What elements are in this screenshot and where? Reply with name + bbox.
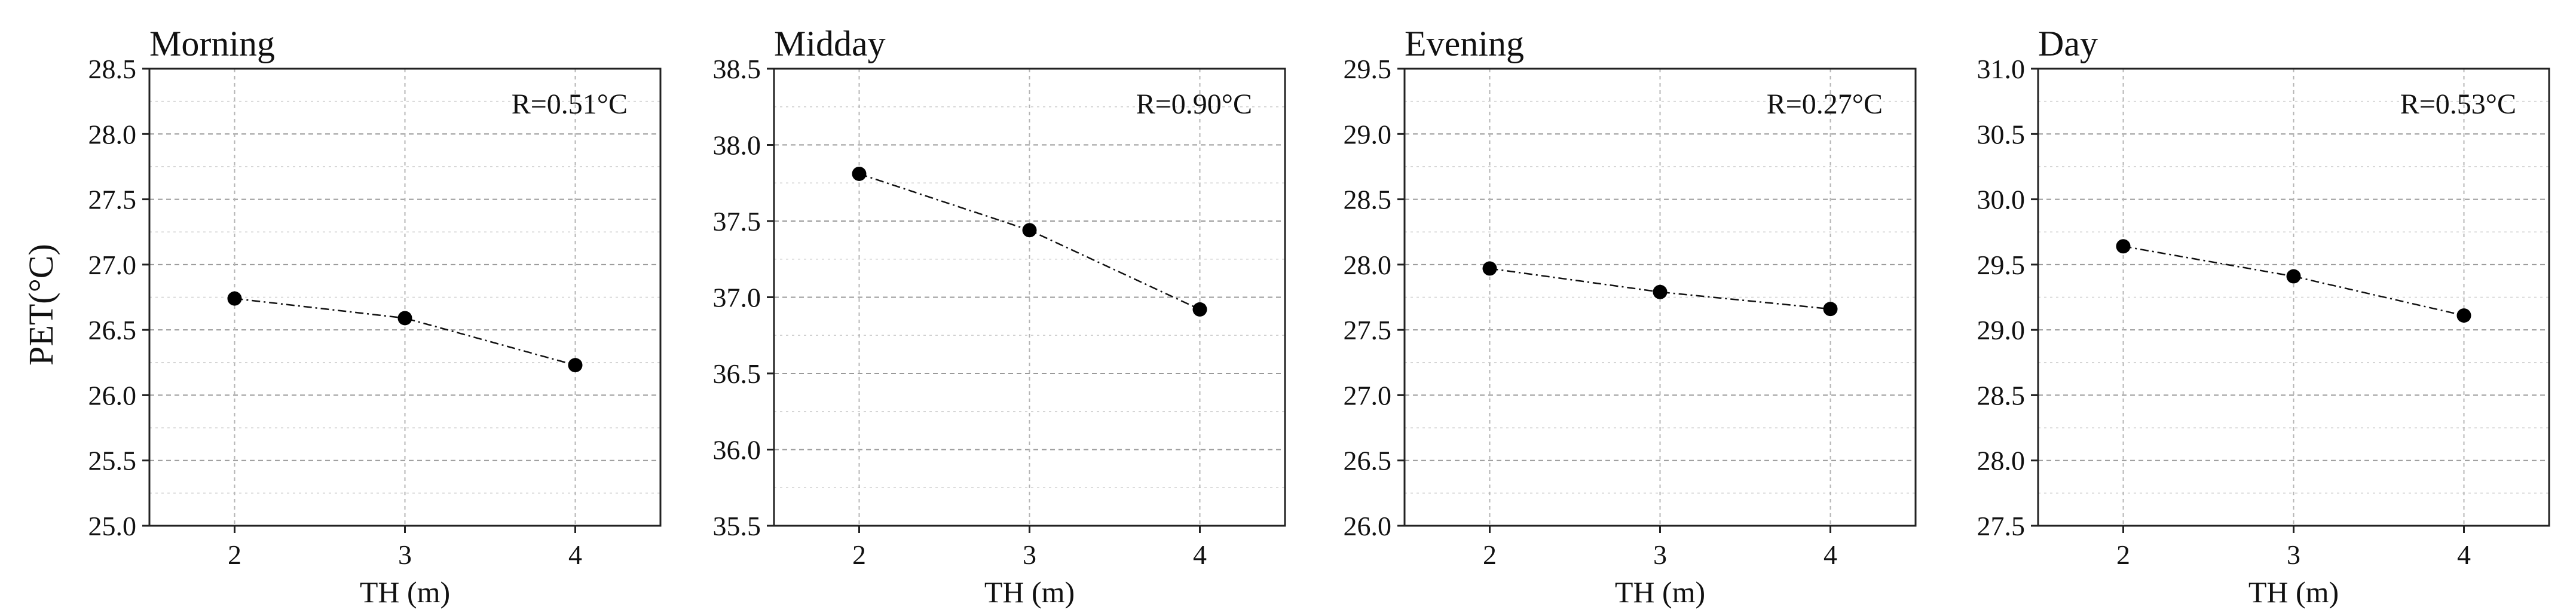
x-tick-label: 3 <box>398 540 412 570</box>
data-point <box>1653 284 1668 299</box>
y-tick-label: 29.5 <box>1344 54 1392 84</box>
r-annotation: R=0.90°C <box>1136 88 1252 120</box>
y-tick-label: 29.0 <box>1977 315 2026 345</box>
data-point <box>852 166 867 181</box>
series-line <box>1489 268 1831 310</box>
data-point <box>227 291 242 306</box>
r-annotation: R=0.27°C <box>1767 88 1883 120</box>
y-tick-label: 28.5 <box>1344 185 1392 215</box>
panel-evening: 26.0 26.5 27.0 27.5 28.0 28.5 29.0 29.5 2 3 4 TH (m… <box>1344 24 1917 609</box>
y-tick-label: 28.5 <box>88 54 137 84</box>
y-tick-label: 25.0 <box>88 511 137 541</box>
y-tick-label: 28.0 <box>1344 250 1392 280</box>
x-tick-label: 4 <box>1193 540 1207 570</box>
data-point <box>1022 223 1037 238</box>
x-axis-label: TH (m) <box>984 575 1075 609</box>
r-annotation: R=0.53°C <box>2400 88 2516 120</box>
data-point <box>1482 261 1497 276</box>
series-line <box>2123 246 2464 317</box>
panel-title: Day <box>2038 24 2098 63</box>
y-tick-label: 29.5 <box>1977 250 2026 280</box>
y-tick-label: 26.0 <box>88 380 137 410</box>
y-tick-label: 38.5 <box>713 54 761 84</box>
x-axis-label: TH (m) <box>1615 575 1705 609</box>
y-tick-label: 27.0 <box>88 250 137 280</box>
y-tick-label: 37.0 <box>713 283 761 313</box>
y-axis-label: PET(°C) <box>22 244 60 366</box>
panels: 25.0 25.5 26.0 26.5 27.0 27.5 28.0 28.5 2 3 4 TH (m… <box>88 24 2550 609</box>
panel-midday: 35.5 36.0 36.5 37.0 37.5 38.0 38.5 2 3 4 TH (m) Mid… <box>713 24 1286 609</box>
y-tick-label: 27.5 <box>1977 511 2026 541</box>
panel-title: Midday <box>774 24 886 63</box>
data-point <box>568 358 583 373</box>
y-tick-label: 27.0 <box>1344 380 1392 410</box>
y-tick-label: 27.5 <box>88 185 137 215</box>
panel-day: 27.5 28.0 28.5 29.0 29.5 30.0 30.5 31.0 2 3 4 TH (m… <box>1977 24 2550 609</box>
data-point <box>1823 302 1838 317</box>
y-tick-label: 36.0 <box>713 435 761 465</box>
x-tick-label: 2 <box>2116 540 2130 570</box>
x-tick-label: 3 <box>1023 540 1036 570</box>
x-tick-label: 4 <box>1824 540 1837 570</box>
data-point <box>1192 302 1207 317</box>
y-tick-label: 28.5 <box>1977 380 2026 410</box>
panel-morning: 25.0 25.5 26.0 26.5 27.0 27.5 28.0 28.5 2 3 4 TH (m… <box>88 24 662 609</box>
x-tick-label: 2 <box>852 540 866 570</box>
panel-title: Morning <box>149 24 275 63</box>
y-tick-label: 27.5 <box>1344 315 1392 345</box>
y-tick-label: 26.5 <box>88 315 137 345</box>
y-tick-label: 28.0 <box>1977 446 2026 476</box>
x-axis-label: TH (m) <box>360 575 450 609</box>
y-tick-label: 37.5 <box>713 206 761 237</box>
panel-title: Evening <box>1405 24 1524 63</box>
r-annotation: R=0.51°C <box>512 88 628 120</box>
data-point <box>2116 239 2131 254</box>
y-tick-label: 26.0 <box>1344 511 1392 541</box>
y-tick-label: 30.5 <box>1977 119 2026 149</box>
y-tick-label: 26.5 <box>1344 446 1392 476</box>
y-tick-label: 30.0 <box>1977 185 2026 215</box>
y-tick-label: 25.5 <box>88 446 137 476</box>
y-tick-label: 38.0 <box>713 130 761 161</box>
x-tick-label: 4 <box>2457 540 2471 570</box>
data-point <box>397 311 412 326</box>
x-tick-label: 2 <box>1483 540 1497 570</box>
y-tick-label: 35.5 <box>713 511 761 541</box>
data-point <box>2286 269 2301 284</box>
x-tick-label: 3 <box>2287 540 2300 570</box>
y-tick-label: 29.0 <box>1344 119 1392 149</box>
series-line <box>234 298 576 366</box>
y-tick-label: 36.5 <box>713 358 761 389</box>
x-tick-label: 4 <box>568 540 582 570</box>
y-tick-label: 31.0 <box>1977 54 2026 84</box>
x-axis-label: TH (m) <box>2248 575 2339 609</box>
x-tick-label: 3 <box>1653 540 1667 570</box>
x-tick-label: 2 <box>228 540 241 570</box>
y-tick-label: 28.0 <box>88 119 137 149</box>
data-point <box>2456 308 2471 323</box>
